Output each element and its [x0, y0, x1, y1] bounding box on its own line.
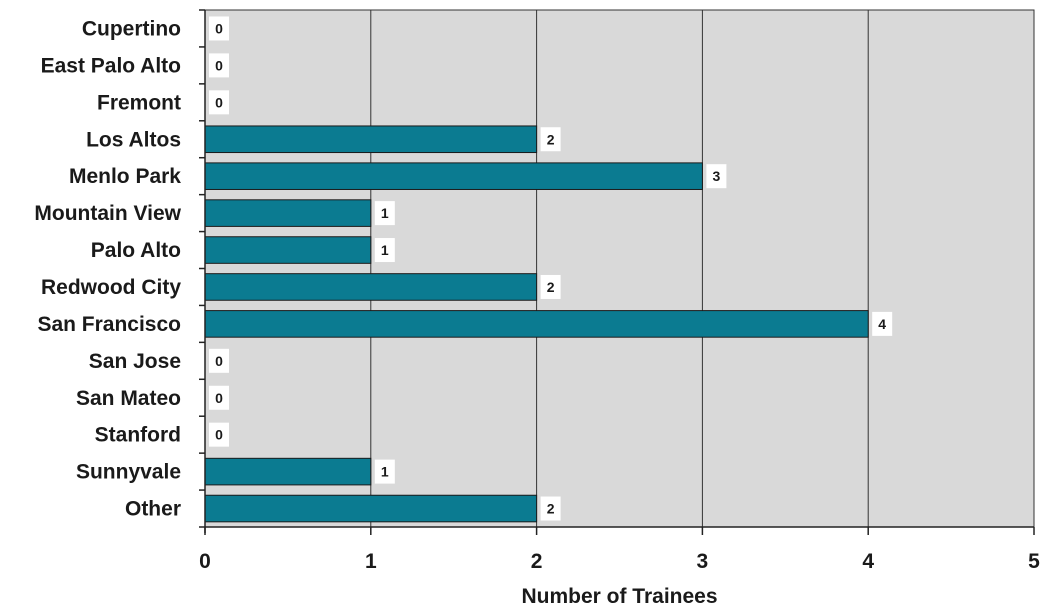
category-label: Palo Alto: [91, 239, 181, 262]
gridlines: [370, 10, 1035, 527]
x-tick-label: 4: [862, 550, 874, 573]
data-label-box: [209, 348, 229, 373]
data-label-group: 0: [209, 90, 229, 115]
data-label-group: 1: [374, 459, 395, 484]
category-label: San Mateo: [76, 387, 181, 410]
category-label: Mountain View: [34, 202, 181, 225]
x-tick-label: 1: [365, 550, 377, 573]
category-label: San Francisco: [37, 313, 181, 336]
data-label-group: 0: [209, 385, 229, 410]
bar: [204, 494, 538, 523]
bar: [204, 162, 703, 190]
data-label: 0: [215, 57, 223, 73]
data-label: 2: [547, 501, 555, 517]
data-label-box: [374, 201, 395, 226]
data-label-box: [540, 496, 561, 521]
category-label: Redwood City: [41, 276, 181, 299]
x-tick-label: 0: [199, 550, 211, 573]
data-label: 1: [381, 205, 389, 221]
data-label-group: 0: [209, 53, 229, 78]
data-label: 0: [215, 390, 223, 406]
data-label-box: [374, 238, 395, 263]
category-label: Cupertino: [82, 17, 181, 40]
x-tick-label: 5: [1028, 550, 1040, 573]
data-label: 0: [215, 427, 223, 443]
category-label: San Jose: [89, 350, 181, 373]
data-label: 0: [215, 94, 223, 110]
data-label-box: [209, 53, 229, 78]
data-label-box: [209, 385, 229, 410]
data-label-box: [540, 127, 561, 152]
data-label-group: 4: [872, 311, 893, 336]
data-label-box: [872, 311, 893, 336]
category-axis: Cupertino East Palo Alto Fremont Los Altos M…: [34, 17, 181, 520]
x-axis-title: Number of Trainees: [521, 585, 717, 608]
bar: [204, 125, 538, 154]
x-tick-label: 3: [697, 550, 709, 573]
data-label-group: 3: [706, 164, 727, 189]
data-label: 1: [381, 464, 389, 480]
data-label-group: 2: [540, 496, 561, 521]
data-label: 0: [215, 20, 223, 36]
data-label: 3: [713, 168, 721, 184]
bar: [204, 310, 869, 338]
bar: [204, 273, 538, 301]
data-label-box: [374, 459, 395, 484]
category-label: Other: [125, 498, 181, 521]
data-label-group: 1: [374, 238, 395, 263]
data-label-box: [209, 90, 229, 115]
data-label-group: 0: [209, 422, 229, 447]
bar: [204, 199, 372, 227]
bar: [204, 236, 372, 264]
data-label-box: [540, 274, 561, 299]
x-tick-label: 2: [531, 550, 543, 573]
value-axis: 0 1 2 3 4 5: [199, 9, 1040, 573]
data-label-box: [209, 16, 229, 41]
data-label-group: 1: [374, 201, 395, 226]
data-label-box: [209, 422, 229, 447]
bar: [204, 457, 372, 486]
category-label: Sunnyvale: [76, 461, 181, 484]
category-label: Fremont: [97, 91, 181, 114]
category-label: East Palo Alto: [41, 54, 181, 77]
data-label-group: 0: [209, 16, 229, 41]
data-label: 0: [215, 353, 223, 369]
data-label-box: [706, 164, 727, 189]
category-label: Los Altos: [86, 128, 181, 151]
data-label-group: 2: [540, 274, 561, 299]
plot-area: [204, 9, 1035, 528]
data-label-group: 2: [540, 127, 561, 152]
category-label: Menlo Park: [69, 165, 181, 188]
data-labels: 0 0 0 2 3 1 1 2 4 0 0 0 1 2: [209, 16, 893, 521]
data-label: 1: [381, 242, 389, 258]
category-label: Stanford: [95, 424, 181, 447]
data-label: 4: [878, 316, 886, 332]
data-label-group: 0: [209, 348, 229, 373]
data-label: 2: [547, 279, 555, 295]
data-label: 2: [547, 131, 555, 147]
